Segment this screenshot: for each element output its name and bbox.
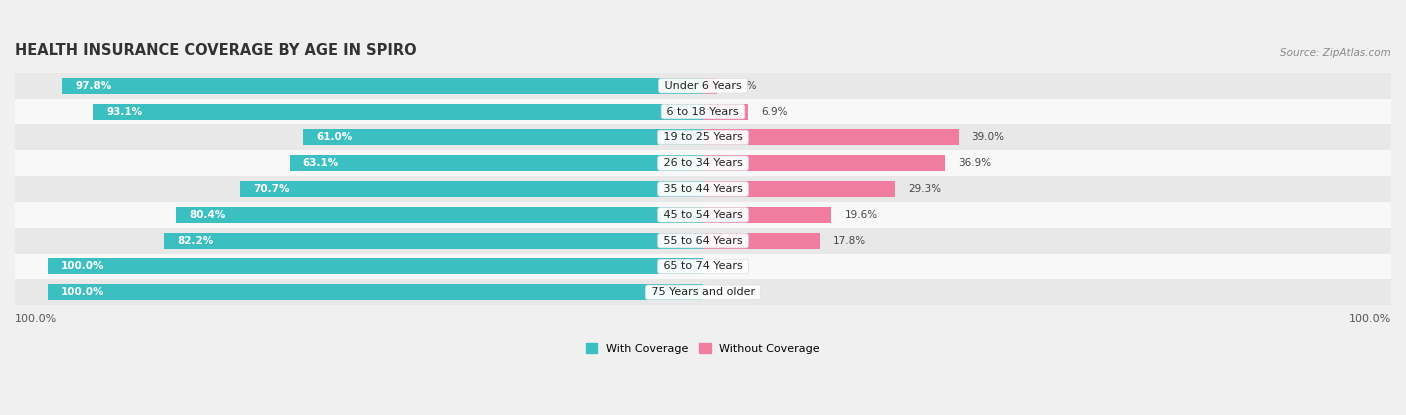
Legend: With Coverage, Without Coverage: With Coverage, Without Coverage: [582, 339, 824, 358]
Text: Source: ZipAtlas.com: Source: ZipAtlas.com: [1281, 48, 1391, 58]
Bar: [290, 155, 703, 171]
Text: 100.0%: 100.0%: [60, 287, 104, 297]
Bar: [703, 104, 748, 120]
Text: 0.0%: 0.0%: [716, 287, 742, 297]
Bar: [176, 207, 703, 223]
Bar: [703, 78, 717, 94]
Bar: [703, 129, 959, 145]
Text: 100.0%: 100.0%: [15, 314, 58, 324]
Bar: [15, 254, 1391, 279]
Text: Under 6 Years: Under 6 Years: [661, 81, 745, 91]
Bar: [15, 228, 1391, 254]
Text: 75 Years and older: 75 Years and older: [648, 287, 758, 297]
Text: 6.9%: 6.9%: [761, 107, 787, 117]
Bar: [240, 181, 703, 197]
Text: 82.2%: 82.2%: [177, 236, 214, 246]
Bar: [93, 104, 703, 120]
Bar: [703, 181, 896, 197]
Text: 100.0%: 100.0%: [1348, 314, 1391, 324]
Bar: [15, 150, 1391, 176]
Text: 0.0%: 0.0%: [716, 261, 742, 271]
Text: 36.9%: 36.9%: [957, 158, 991, 168]
Text: 26 to 34 Years: 26 to 34 Years: [659, 158, 747, 168]
Bar: [48, 284, 703, 300]
Bar: [15, 279, 1391, 305]
Text: HEALTH INSURANCE COVERAGE BY AGE IN SPIRO: HEALTH INSURANCE COVERAGE BY AGE IN SPIR…: [15, 43, 416, 58]
Bar: [703, 207, 831, 223]
Text: 29.3%: 29.3%: [908, 184, 941, 194]
Text: 2.2%: 2.2%: [731, 81, 756, 91]
Text: 19.6%: 19.6%: [845, 210, 877, 220]
Text: 97.8%: 97.8%: [76, 81, 111, 91]
Text: 17.8%: 17.8%: [832, 236, 866, 246]
Text: 6 to 18 Years: 6 to 18 Years: [664, 107, 742, 117]
Bar: [15, 99, 1391, 124]
Text: 55 to 64 Years: 55 to 64 Years: [659, 236, 747, 246]
Text: 45 to 54 Years: 45 to 54 Years: [659, 210, 747, 220]
Text: 63.1%: 63.1%: [302, 158, 339, 168]
Bar: [703, 155, 945, 171]
Text: 100.0%: 100.0%: [60, 261, 104, 271]
Bar: [48, 259, 703, 274]
Text: 93.1%: 93.1%: [105, 107, 142, 117]
Text: 61.0%: 61.0%: [316, 132, 353, 142]
Bar: [304, 129, 703, 145]
Bar: [15, 124, 1391, 150]
Bar: [15, 202, 1391, 228]
Text: 70.7%: 70.7%: [253, 184, 290, 194]
Text: 35 to 44 Years: 35 to 44 Years: [659, 184, 747, 194]
Bar: [62, 78, 703, 94]
Bar: [703, 233, 820, 249]
Bar: [15, 73, 1391, 99]
Text: 65 to 74 Years: 65 to 74 Years: [659, 261, 747, 271]
Text: 80.4%: 80.4%: [190, 210, 226, 220]
Text: 19 to 25 Years: 19 to 25 Years: [659, 132, 747, 142]
Text: 39.0%: 39.0%: [972, 132, 1005, 142]
Bar: [15, 176, 1391, 202]
Bar: [165, 233, 703, 249]
